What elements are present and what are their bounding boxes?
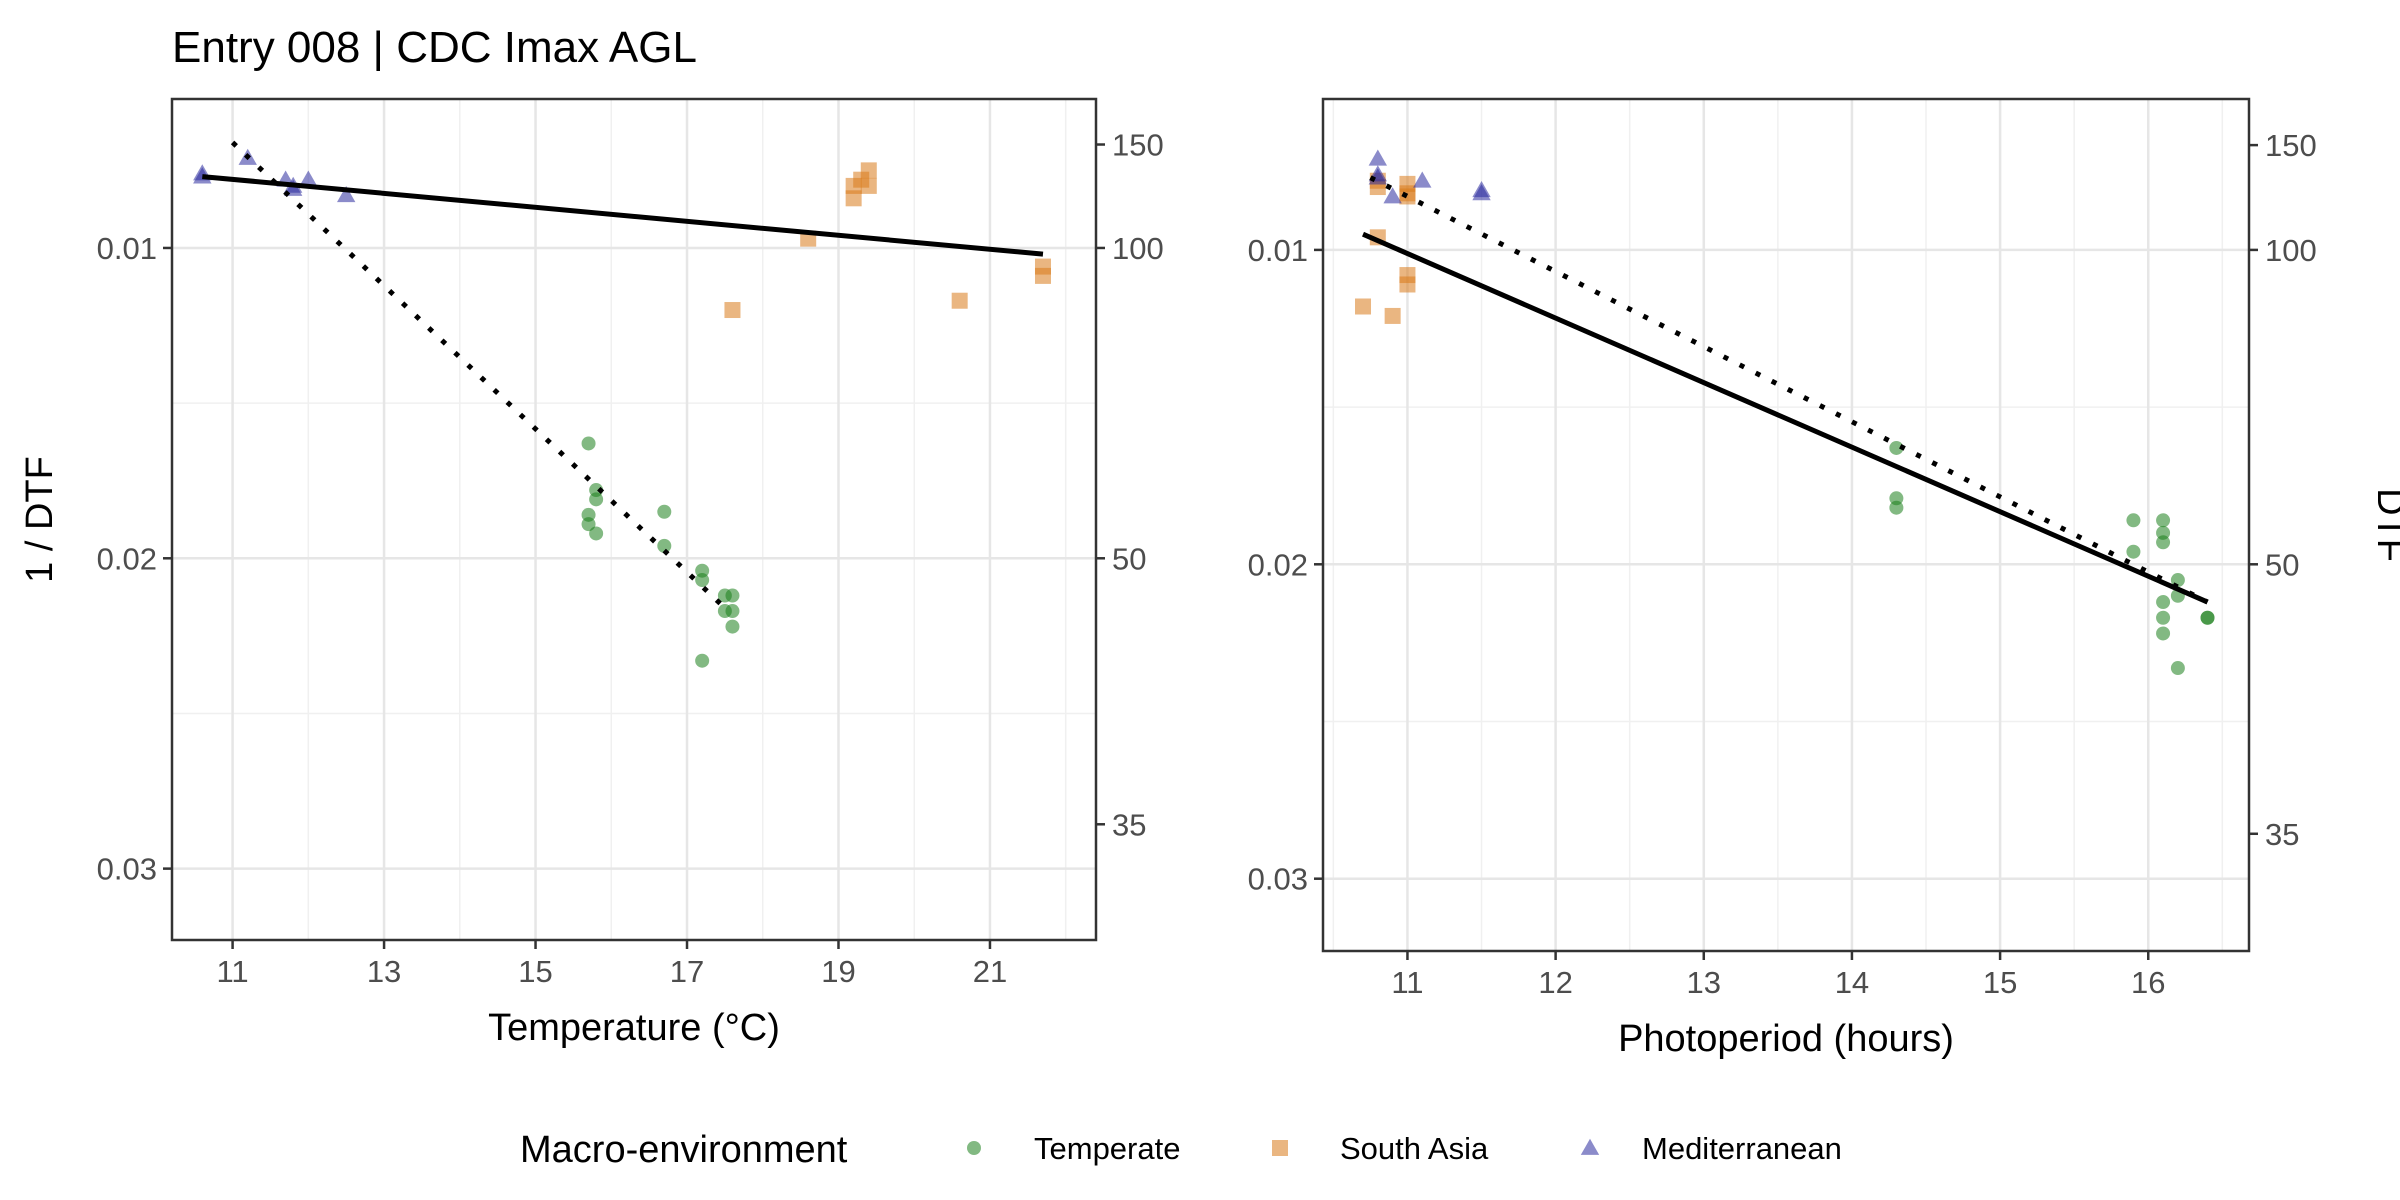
data-point bbox=[283, 179, 303, 196]
x-tick-label: 21 bbox=[973, 954, 1007, 989]
y2-tick-label: 35 bbox=[1112, 807, 1146, 842]
data-point bbox=[725, 619, 740, 634]
data-point bbox=[2170, 661, 2185, 676]
data-point bbox=[1383, 187, 1402, 204]
data-point bbox=[860, 177, 877, 194]
data-point bbox=[1368, 149, 1388, 166]
data-point bbox=[2156, 626, 2171, 641]
data-point bbox=[845, 190, 862, 207]
data-point bbox=[299, 170, 318, 187]
x-tick-label: 19 bbox=[821, 954, 855, 989]
legend-label: Temperate bbox=[1034, 1131, 1180, 1166]
data-point bbox=[2156, 513, 2171, 528]
data-point bbox=[657, 504, 672, 519]
legend-key-mediterranean bbox=[1580, 1138, 1600, 1155]
data-point bbox=[2126, 544, 2141, 559]
data-point bbox=[695, 573, 710, 588]
data-point bbox=[336, 186, 356, 203]
dotted-fit-line bbox=[1369, 175, 2209, 605]
y-tick-label: 0.02 bbox=[97, 541, 157, 576]
y-tick-label: 0.01 bbox=[1248, 233, 1308, 268]
solid-fit-line bbox=[1362, 231, 2209, 605]
x-tick-label: 15 bbox=[1983, 965, 2017, 1000]
y2-tick-label: 35 bbox=[2265, 817, 2299, 852]
temperature-panel: 11 13 15 17 19 21 0.01 0.02 0.03 150 100 50 35 Temper… bbox=[19, 97, 1164, 1049]
x-tick-label: 17 bbox=[670, 954, 704, 989]
data-point bbox=[724, 302, 741, 319]
data-point bbox=[581, 436, 596, 451]
plot-background bbox=[1323, 99, 2249, 951]
figure-title: Entry 008 | CDC Imax AGL bbox=[172, 23, 697, 72]
data-point bbox=[951, 292, 968, 309]
data-point bbox=[2156, 610, 2171, 625]
data-point bbox=[725, 604, 740, 619]
data-point bbox=[581, 517, 596, 532]
x-axis-title: Photoperiod (hours) bbox=[1618, 1018, 1954, 1060]
data-point bbox=[695, 653, 710, 668]
plot-background bbox=[172, 99, 1096, 940]
y-tick-label: 0.01 bbox=[97, 231, 157, 266]
data-point bbox=[657, 538, 672, 553]
data-point bbox=[2126, 513, 2141, 528]
data-point bbox=[1355, 298, 1372, 315]
data-point bbox=[2156, 595, 2171, 610]
data-point bbox=[2200, 610, 2215, 625]
y-tick-label: 0.03 bbox=[97, 852, 157, 887]
y-axis-title: 1 / DTF bbox=[19, 456, 61, 583]
data-point bbox=[1384, 307, 1401, 324]
data-point bbox=[589, 526, 604, 541]
data-point bbox=[1399, 276, 1416, 293]
y2-axis-title: DTF bbox=[2369, 488, 2400, 562]
x-axis-title: Temperature (°C) bbox=[488, 1007, 780, 1049]
data-point bbox=[1413, 171, 1432, 188]
legend-key-temperate bbox=[967, 1141, 981, 1155]
x-tick-label: 13 bbox=[1687, 965, 1721, 1000]
x-tick-label: 11 bbox=[216, 954, 248, 989]
y2-tick-label: 150 bbox=[2265, 128, 2317, 163]
y2-tick-label: 50 bbox=[1112, 541, 1146, 576]
legend-label: South Asia bbox=[1340, 1131, 1489, 1166]
data-point bbox=[1472, 184, 1491, 201]
data-point bbox=[2156, 535, 2171, 550]
legend-label: Mediterranean bbox=[1642, 1131, 1842, 1166]
solid-fit-line bbox=[202, 174, 1044, 257]
legend-title: Macro-environment bbox=[520, 1129, 848, 1171]
panel-border bbox=[1321, 97, 2251, 953]
x-tick-label: 13 bbox=[367, 954, 401, 989]
photoperiod-panel: 11 12 13 14 15 16 0.01 0.02 0.03 150 100 50 35 Photop… bbox=[1248, 97, 2400, 1060]
x-tick-label: 14 bbox=[1835, 965, 1869, 1000]
y-tick-label: 0.03 bbox=[1248, 862, 1308, 897]
legend-key-south-asia bbox=[1272, 1140, 1288, 1156]
legend: Macro-environment Temperate South Asia Med… bbox=[520, 1129, 1842, 1171]
y2-tick-label: 150 bbox=[1112, 128, 1164, 163]
y-tick-label: 0.02 bbox=[1248, 547, 1308, 582]
data-point bbox=[1889, 500, 1904, 515]
x-tick-label: 12 bbox=[1538, 965, 1572, 1000]
data-point bbox=[1889, 440, 1904, 455]
x-tick-label: 15 bbox=[518, 954, 552, 989]
dotted-fit-line bbox=[230, 140, 727, 610]
data-point bbox=[1399, 185, 1416, 202]
y2-tick-label: 100 bbox=[2265, 233, 2317, 268]
y2-tick-label: 50 bbox=[2265, 547, 2299, 582]
data-point bbox=[860, 162, 877, 179]
y2-tick-label: 100 bbox=[1112, 231, 1164, 266]
x-tick-label: 16 bbox=[2131, 965, 2165, 1000]
panel-border bbox=[170, 97, 1098, 942]
data-point bbox=[589, 492, 604, 507]
x-tick-label: 11 bbox=[1391, 965, 1423, 1000]
data-point bbox=[725, 588, 740, 603]
data-point bbox=[1034, 267, 1051, 284]
